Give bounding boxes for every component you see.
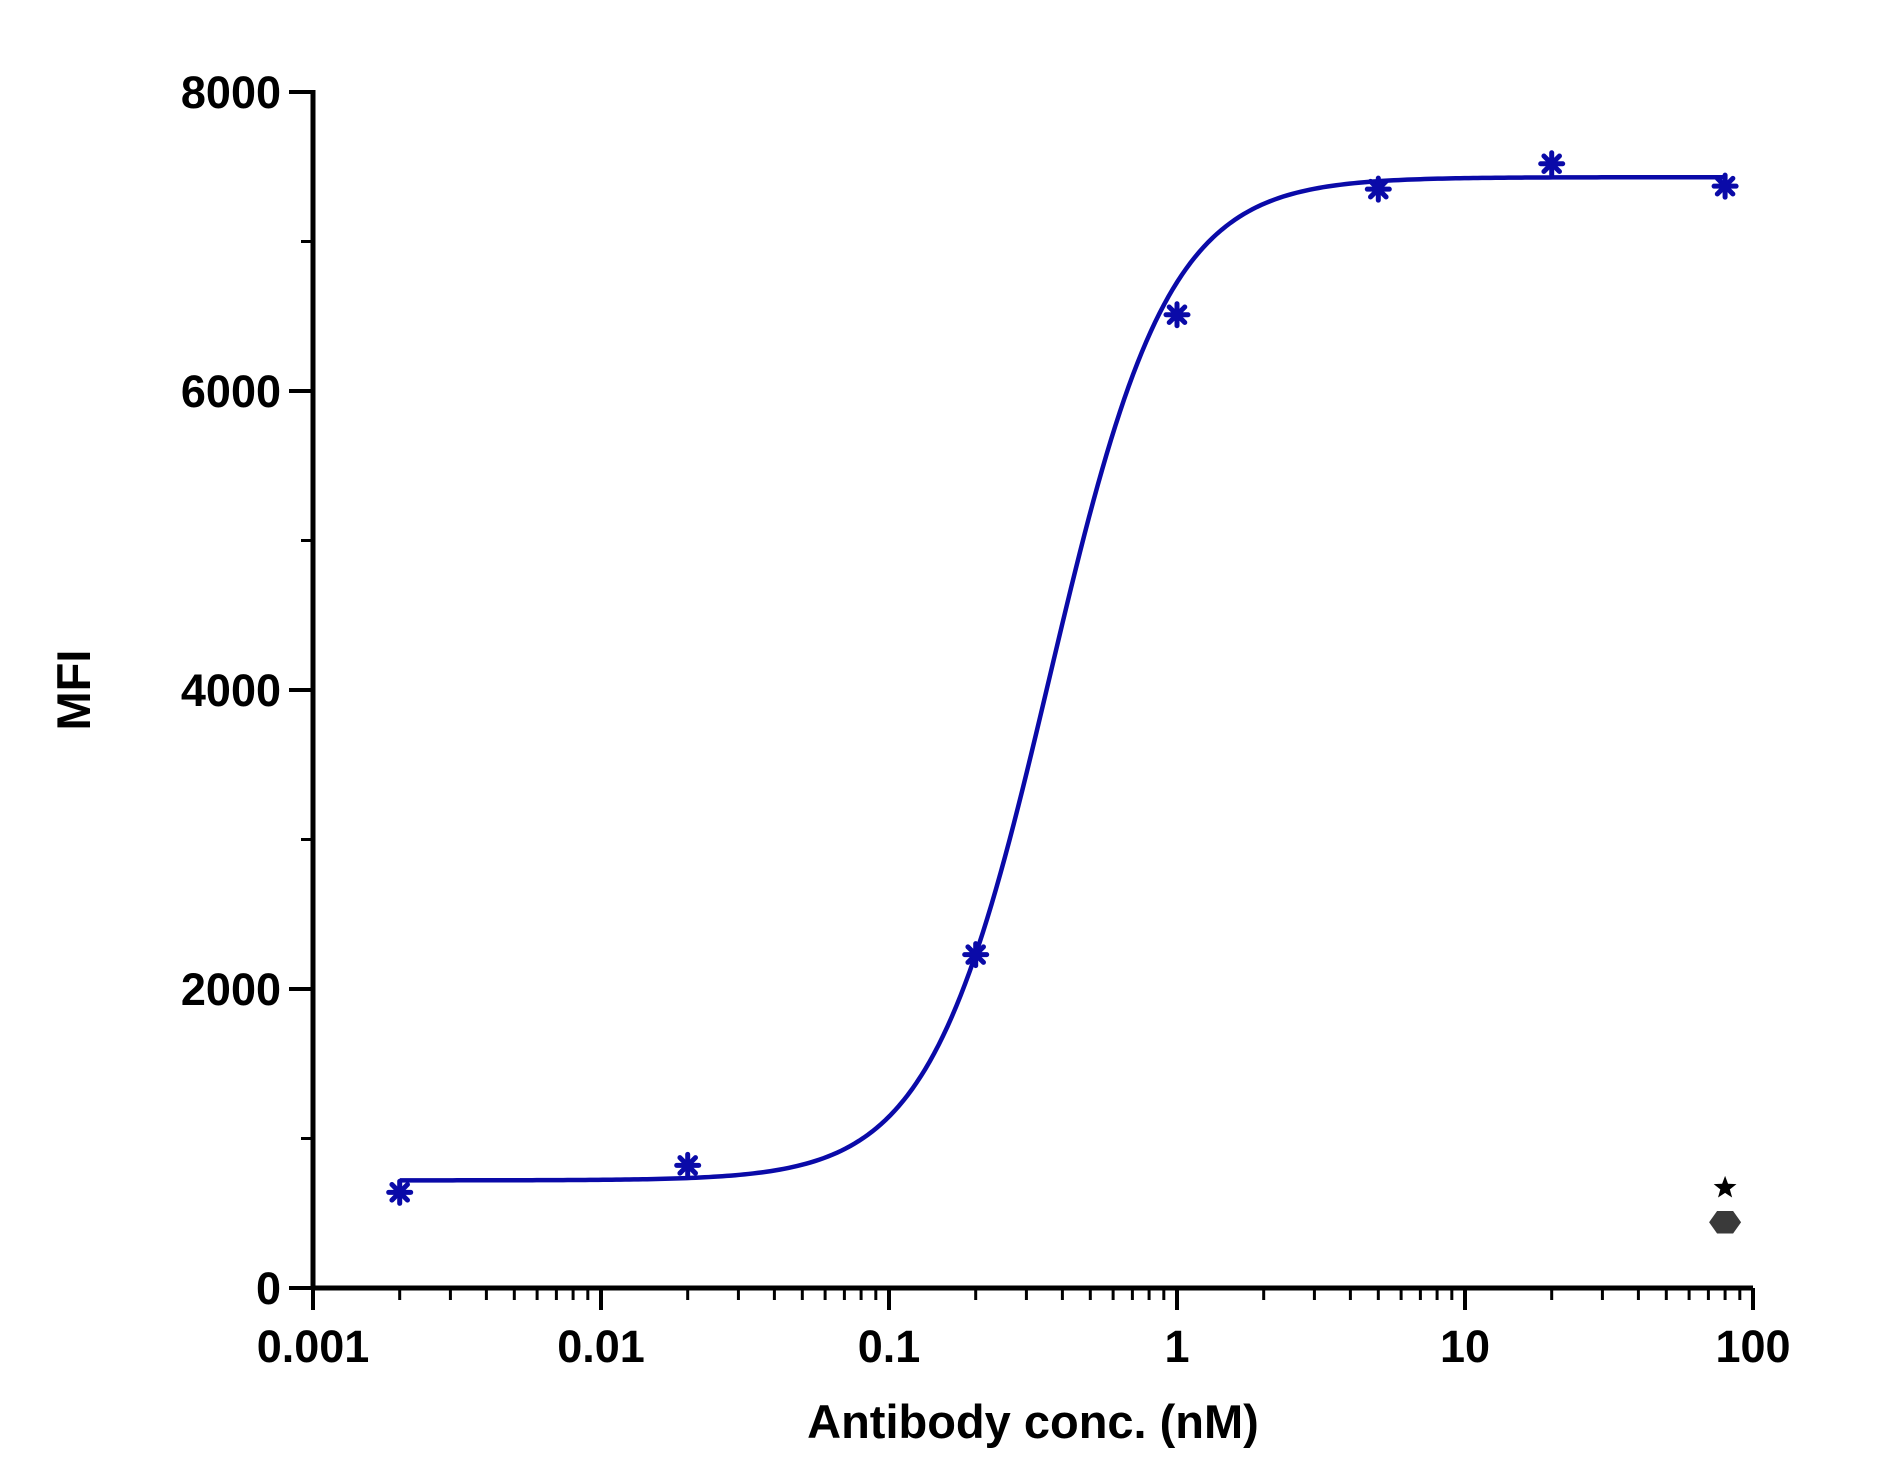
y-tick-label: 4000 [181, 665, 281, 716]
x-tick-label: 0.1 [858, 1321, 921, 1372]
data-point [1538, 150, 1566, 178]
y-tick-label: 6000 [181, 366, 281, 417]
data-point-core [1719, 180, 1732, 193]
data-point [674, 1151, 702, 1179]
data-points [386, 150, 1742, 1234]
x-tick-label: 1 [1164, 1321, 1189, 1372]
data-point-core [681, 1159, 694, 1172]
data-point-core [1545, 157, 1558, 170]
y-tick-label: 0 [256, 1263, 281, 1314]
data-point [386, 1178, 414, 1206]
x-tick-label: 10 [1440, 1321, 1490, 1372]
y-tick-label: 8000 [181, 67, 281, 118]
y-axis-title: MFI [47, 650, 100, 731]
data-point [1713, 1175, 1737, 1198]
data-point [1364, 175, 1392, 203]
data-point-core [1372, 183, 1385, 196]
data-point [1709, 1210, 1742, 1234]
data-point [1163, 301, 1191, 329]
y-axis: 0 2000 4000 6000 8000 [181, 67, 316, 1314]
data-point [962, 941, 990, 969]
data-point-core [1171, 308, 1183, 321]
fit-curves [399, 174, 1726, 1183]
data-point-core [393, 1186, 406, 1199]
x-tick-label: 0.001 [257, 1321, 370, 1372]
x-tick-label: 100 [1715, 1321, 1790, 1372]
data-point [1711, 172, 1739, 200]
x-tick-label: 0.01 [557, 1321, 645, 1372]
data-point-core [969, 948, 982, 961]
fit-curve [399, 174, 1726, 1183]
x-axis-title: Antibody conc. (nM) [807, 1395, 1259, 1448]
y-tick-label: 2000 [181, 964, 281, 1015]
x-axis: 0.001 0.01 0.1 1 10 100 [257, 1285, 1791, 1372]
